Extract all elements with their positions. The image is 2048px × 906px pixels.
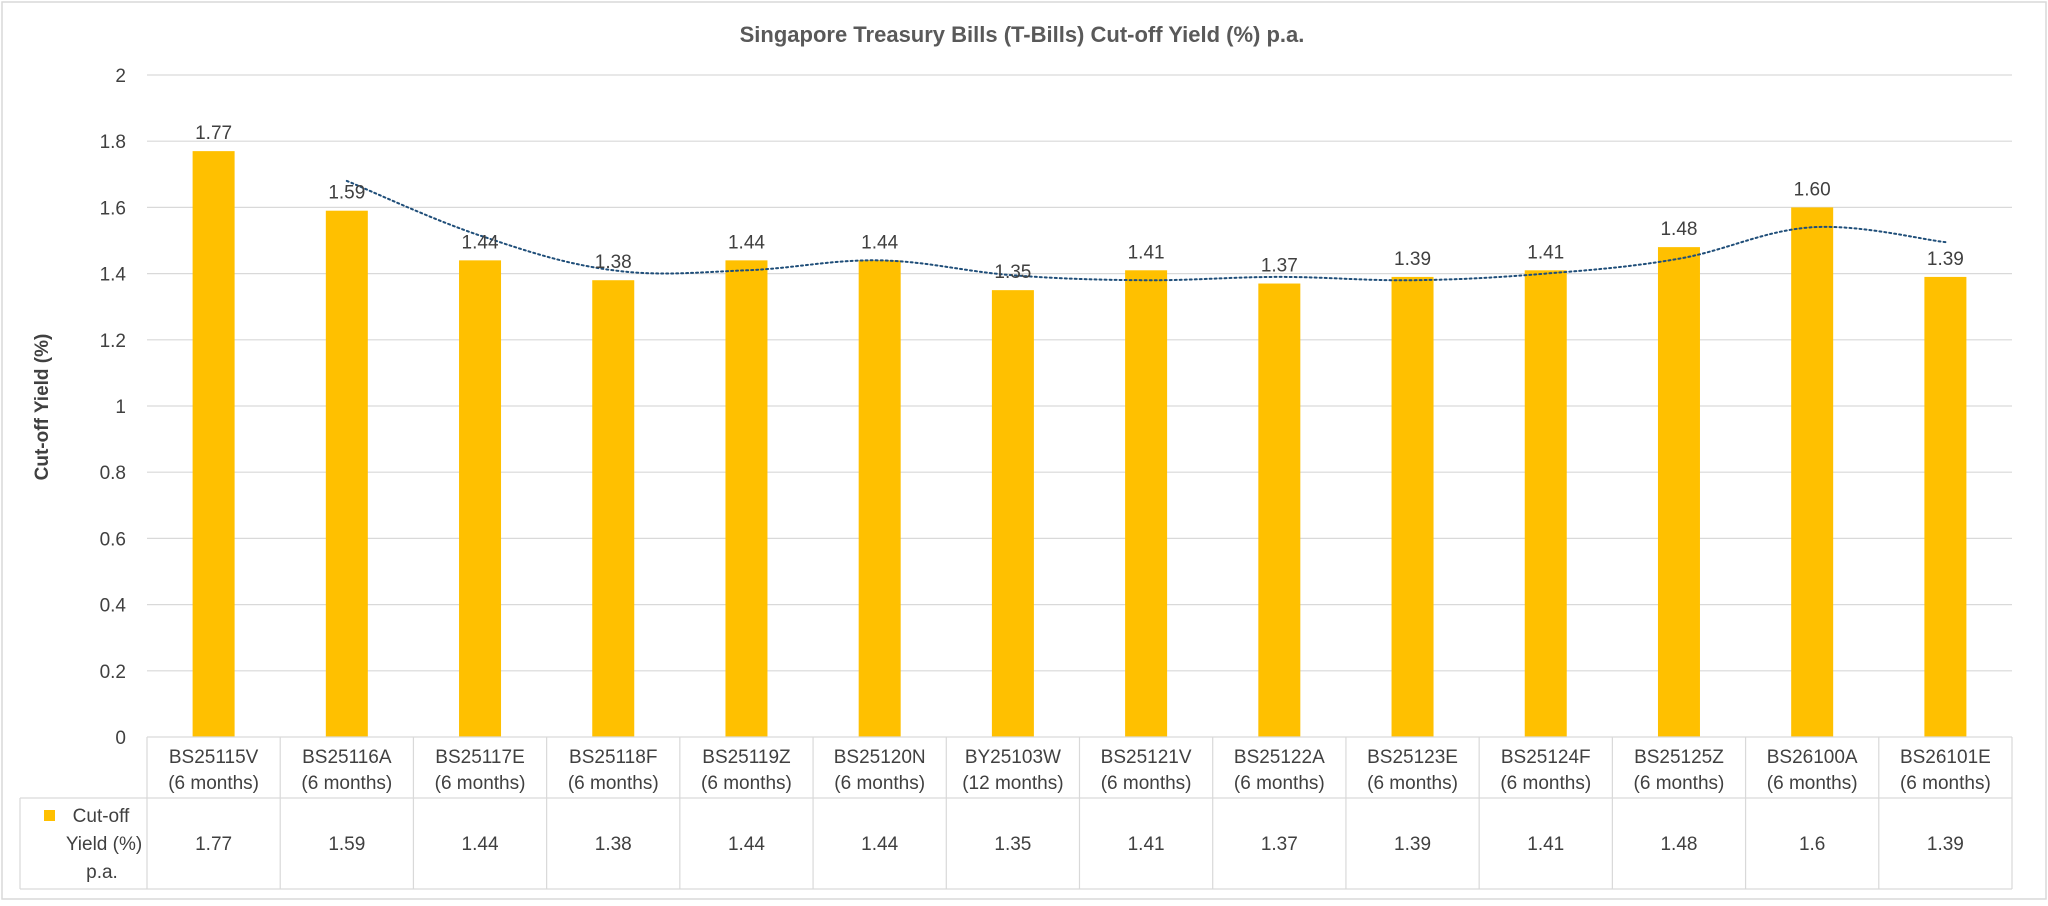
- y-tick-label: 1.8: [100, 132, 126, 153]
- data-label: 1.44: [861, 232, 898, 253]
- data-label: 1.48: [1660, 219, 1697, 240]
- category-label-term: (6 months): [1367, 773, 1458, 794]
- category-label-term: (6 months): [1101, 773, 1192, 794]
- bar: [725, 260, 768, 737]
- category-label-id: BS25122A: [1234, 747, 1325, 768]
- data-label: 1.38: [595, 252, 632, 273]
- y-tick-label: 1.4: [100, 265, 127, 286]
- y-tick-label: 0.8: [100, 463, 126, 484]
- bar: [1125, 270, 1168, 737]
- bar: [1524, 270, 1567, 737]
- category-label-term: (6 months): [834, 773, 925, 794]
- trendline-path: [345, 179, 1947, 282]
- category-label-term: (6 months): [435, 773, 526, 794]
- data-label: 1.60: [1794, 179, 1831, 200]
- data-label: 1.39: [1394, 249, 1431, 270]
- category-label-id: BS25117E: [435, 747, 524, 768]
- bar: [1258, 283, 1301, 737]
- bar: [1924, 276, 1967, 737]
- bar: [858, 260, 901, 737]
- table-value: 1.6: [1799, 834, 1825, 855]
- table-value: 1.44: [728, 834, 765, 855]
- y-tick-label: 1.2: [100, 331, 126, 352]
- data-label: 1.44: [462, 232, 499, 253]
- trendline: [345, 179, 1947, 282]
- category-label-id: BS26100A: [1767, 747, 1858, 768]
- category-label-term: (6 months): [568, 773, 659, 794]
- table-value: 1.35: [994, 834, 1031, 855]
- data-label: 1.41: [1527, 242, 1564, 263]
- data-table: BS25115V (6 months) 1.77 BS25116A (6 months)…: [19, 736, 2013, 890]
- bar: [1391, 276, 1434, 737]
- category-label-term: (6 months): [1900, 773, 1991, 794]
- data-label: 1.59: [328, 183, 365, 204]
- y-tick-label: 1.6: [100, 198, 126, 219]
- legend-swatch: [44, 810, 55, 821]
- table-value: 1.39: [1927, 834, 1964, 855]
- bar: [192, 151, 235, 737]
- y-tick-label: 1: [115, 397, 126, 418]
- table-value: 1.38: [595, 834, 632, 855]
- table-value: 1.44: [861, 834, 898, 855]
- category-label-id: BY25103W: [965, 747, 1061, 768]
- bar: [325, 210, 368, 737]
- category-label-id: BS25121V: [1101, 747, 1192, 768]
- bar: [991, 290, 1034, 737]
- y-tick-label: 0: [115, 728, 126, 749]
- bar: [1657, 247, 1700, 737]
- category-label-id: BS25123E: [1367, 747, 1458, 768]
- y-tick-label: 0.2: [100, 662, 126, 683]
- y-tick-label: 2: [115, 66, 126, 87]
- data-label: 1.77: [195, 123, 232, 144]
- category-label-term: (6 months): [701, 773, 792, 794]
- table-value: 1.44: [462, 834, 499, 855]
- y-tick-label: 0.6: [100, 529, 126, 550]
- bar: [459, 260, 502, 737]
- category-label-id: BS25115V: [169, 747, 259, 768]
- category-label-id: BS25125Z: [1634, 747, 1724, 768]
- bar: [1791, 207, 1834, 737]
- table-value: 1.48: [1660, 834, 1697, 855]
- table-value: 1.41: [1128, 834, 1165, 855]
- data-label: 1.39: [1927, 249, 1964, 270]
- category-label-term: (6 months): [1500, 773, 1591, 794]
- table-value: 1.37: [1261, 834, 1298, 855]
- data-label: 1.44: [728, 232, 765, 253]
- legend: Cut-off Yield (%) p.a.: [44, 806, 142, 883]
- category-label-id: BS25116A: [302, 747, 392, 768]
- bars: [192, 151, 1967, 737]
- table-value: 1.77: [195, 834, 232, 855]
- category-label-id: BS26101E: [1900, 747, 1991, 768]
- y-axis-title: Cut-off Yield (%): [32, 334, 53, 481]
- category-label-term: (12 months): [962, 773, 1063, 794]
- legend-label-line-3: p.a.: [86, 862, 118, 883]
- category-label-id: BS25124F: [1501, 747, 1591, 768]
- data-label: 1.41: [1128, 242, 1165, 263]
- y-tick-labels: 0 0.2 0.4 0.6 0.8 1 1.2 1.4 1.6 1.8 2: [100, 66, 127, 749]
- category-label-id: BS25120N: [834, 747, 926, 768]
- table-value: 1.39: [1394, 834, 1431, 855]
- legend-label-line-2: Yield (%): [66, 834, 142, 855]
- category-label-term: (6 months): [1234, 773, 1325, 794]
- gridlines: [147, 74, 2012, 672]
- category-label-term: (6 months): [301, 773, 392, 794]
- category-label-term: (6 months): [1634, 773, 1725, 794]
- category-label-term: (6 months): [168, 773, 259, 794]
- category-label-id: BS25118F: [569, 747, 657, 768]
- table-value: 1.59: [328, 834, 365, 855]
- bar: [592, 280, 635, 737]
- data-label: 1.37: [1261, 256, 1298, 277]
- chart-title: Singapore Treasury Bills (T-Bills) Cut-o…: [740, 22, 1305, 47]
- category-label-term: (6 months): [1767, 773, 1858, 794]
- data-label: 1.35: [994, 262, 1031, 283]
- y-tick-label: 0.4: [100, 596, 127, 617]
- data-labels: 1.77 1.59 1.44 1.38 1.44 1.44 1.35 1.41 1.37 1.39…: [195, 123, 1964, 283]
- table-value: 1.41: [1527, 834, 1564, 855]
- category-label-id: BS25119Z: [702, 747, 791, 768]
- legend-label-line-1: Cut-off: [73, 806, 130, 827]
